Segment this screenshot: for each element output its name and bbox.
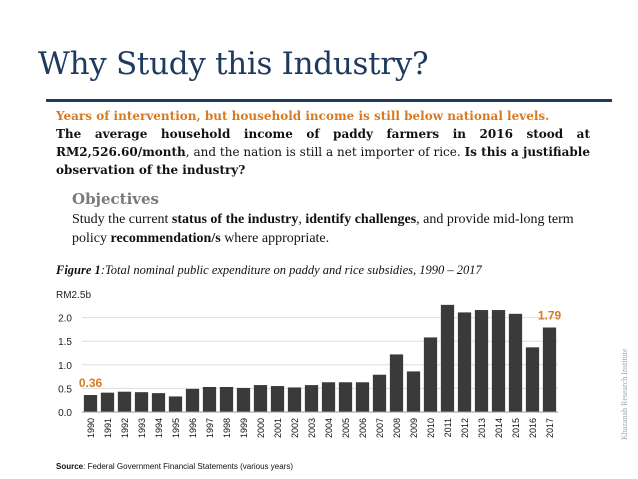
x-tick-label: 2003 [307,418,317,438]
bar-2011 [440,304,455,412]
x-tick-label: 2001 [273,418,283,438]
x-tick-label: 1996 [188,418,198,438]
obj-t1: Study the current [72,212,172,227]
bar-2017 [542,327,557,412]
x-tick-label: 1990 [86,418,96,438]
bar-2012 [457,312,472,412]
bar-2009 [406,371,421,412]
x-tick-label: 2009 [409,418,419,438]
lead-question: Is this a justifiable observation of the… [56,145,590,177]
bar-1997 [202,386,217,412]
watermark: Khazanah Research Institute [620,348,629,440]
x-tick-label: 2014 [494,418,504,438]
x-tick-label: 2015 [511,418,521,438]
y-tick-label: 2.0 [58,314,72,325]
lead-paragraph: Years of intervention, but household inc… [56,107,590,179]
title-underline [46,99,612,102]
bar-2006 [355,382,370,412]
objectives-text: Study the current status of the industry… [72,210,592,248]
source-text: : Federal Government Financial Statement… [83,462,293,471]
source-label: Source [56,462,84,471]
x-tick-label: 1999 [239,418,249,438]
bar-2013 [474,310,489,412]
bar-2001 [270,386,285,412]
bar-2003 [304,385,319,412]
x-tick-label: 2006 [358,418,368,438]
bar-2000 [253,385,268,412]
bar-1996 [185,388,200,412]
x-tick-label: 2011 [443,418,453,437]
lead-part1: The average household income of paddy fa… [56,127,590,141]
data-label-1990: 0.36 [79,376,103,390]
bar-2007 [372,374,387,412]
x-tick-label: 2000 [256,418,266,438]
bar-2016 [525,347,540,412]
x-tick-label: 2010 [426,418,436,438]
x-tick-label: 1992 [120,418,130,438]
bar-1992 [117,391,132,412]
lead-part3: , and the nation is still a net importer… [185,145,465,159]
y-tick-label: 0.0 [58,408,72,419]
x-tick-label: 2012 [460,418,470,438]
bar-1994 [151,393,166,412]
x-tick-label: 2017 [545,418,555,438]
x-tick-label: 2005 [341,418,351,438]
x-tick-label: 1993 [137,418,147,438]
obj-t2: , [298,212,306,227]
figure-caption-text: :Total nominal public expenditure on pad… [100,263,482,277]
x-tick-label: 1997 [205,418,215,438]
bar-2015 [508,313,523,412]
x-tick-label: 2002 [290,418,300,438]
obj-b2: identify challenges [305,212,417,227]
x-tick-label: 2016 [528,418,538,438]
bar-2014 [491,310,506,412]
obj-b1: status of the industry [171,212,299,227]
x-tick-label: 2007 [375,418,385,438]
objectives-heading: Objectives [72,190,159,208]
bar-1990 [83,395,98,412]
y-tick-label: 1.5 [58,337,72,348]
figure-caption: Figure 1:Total nominal public expenditur… [56,263,482,278]
bar-2008 [389,354,404,412]
y-tick-label: 1.0 [58,361,72,372]
bar-1993 [134,392,149,412]
bar-1999 [236,387,251,412]
bar-1998 [219,386,234,412]
data-label-2017: 1.79 [538,309,562,323]
obj-t4: where appropriate. [220,231,330,246]
y-tick-label: 0.5 [58,384,72,395]
obj-t3: , and provide mid-long term policy [72,212,574,246]
bar-2002 [287,387,302,412]
lead-income-value: RM2,526.60/month [56,145,186,159]
bar-1995 [168,396,183,412]
x-tick-label: 2004 [324,418,334,438]
lead-highlight: Years of intervention, but household inc… [56,109,550,123]
x-tick-label: 1995 [171,418,181,438]
bar-2010 [423,337,438,412]
x-tick-label: 1991 [103,418,113,438]
x-tick-label: 2013 [477,418,487,438]
x-tick-label: 1998 [222,418,232,438]
figure-label: Figure 1 [56,263,101,277]
bar-2005 [338,382,353,412]
bar-1991 [100,392,115,412]
source-note: Source: Federal Government Financial Sta… [56,462,293,471]
slide-title: Why Study this Industry? [38,46,429,82]
bar-2004 [321,382,336,412]
x-tick-label: 2008 [392,418,402,438]
lead-text: The average household income of paddy fa… [56,127,590,177]
y-unit-label: RM2.5b [56,290,91,301]
obj-b3: recommendation/s [110,231,221,246]
x-tick-label: 1994 [154,418,164,438]
